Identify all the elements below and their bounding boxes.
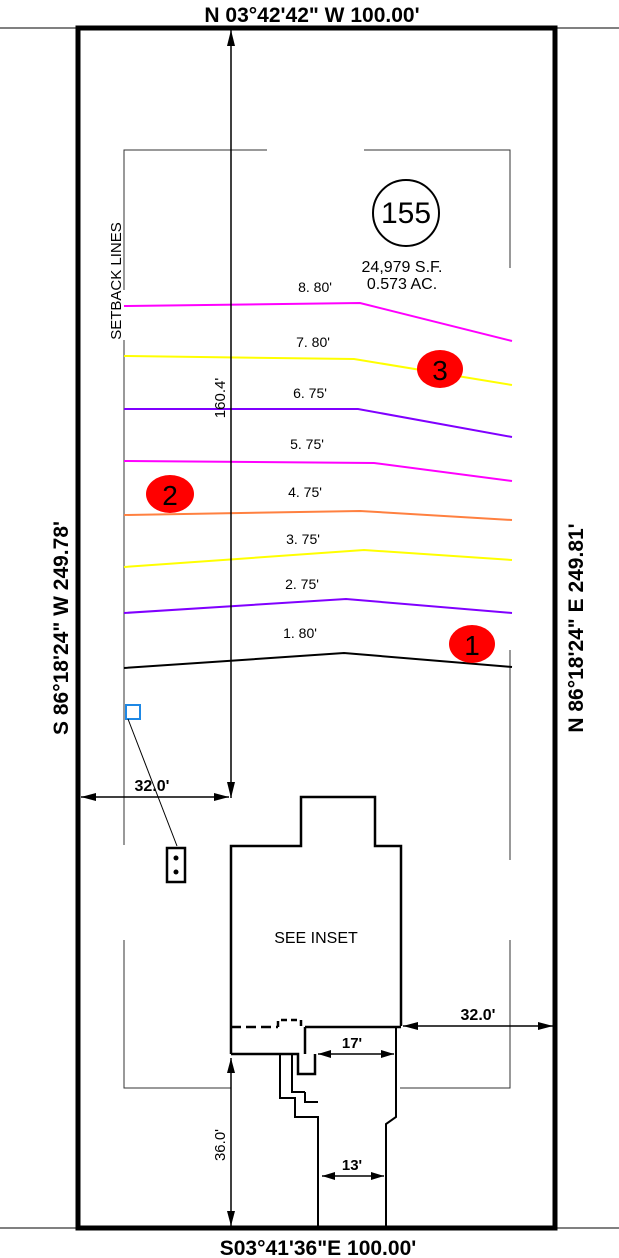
photo-marker-1: 1	[449, 625, 495, 663]
contour-label-2-75: 2. 75'	[285, 576, 319, 592]
setback-bottom-left	[123, 940, 231, 1089]
west-bearing: S 86°18'24" W 249.78'	[50, 521, 73, 735]
driveway	[279, 1026, 397, 1226]
width-13-label: 13'	[342, 1157, 362, 1174]
utility-box-outline	[165, 846, 187, 884]
depth-dimension-label: 160.4'	[212, 378, 229, 419]
marker-1-badge	[449, 625, 495, 663]
contour-line-1-80	[123, 651, 513, 669]
width-17-label: 17'	[342, 1035, 362, 1052]
depth-arrow-top	[227, 30, 235, 46]
rear-arrow-top	[227, 1058, 235, 1073]
setback-lines	[123, 149, 511, 1089]
right-setback-dimension	[403, 1022, 553, 1030]
contour-line-8-80	[123, 301, 513, 342]
utility-lead-line	[127, 718, 178, 847]
right-setback-label: 32.0'	[461, 1007, 496, 1024]
contour-label-6-75: 6. 75'	[293, 385, 327, 401]
width-13-arrow-left	[322, 1172, 335, 1180]
contour-lines	[123, 301, 513, 669]
left-setback-label: 32.0'	[135, 778, 170, 795]
photo-marker-2: 2	[146, 475, 194, 513]
contour-line-3-75	[123, 548, 513, 568]
contour-label-1-80: 1. 80'	[283, 625, 317, 641]
right-setback-arrow-right	[538, 1022, 553, 1030]
lot-area-ac: 0.573 AC.	[367, 276, 437, 293]
contour-label-8-80: 8. 80'	[298, 279, 332, 295]
lot-area-sf: 24,979 S.F.	[362, 259, 443, 276]
depth-arrow-bottom	[227, 782, 235, 798]
marker-2-label: 2	[162, 480, 178, 511]
porch-outline	[231, 1052, 317, 1076]
contour-label-4-75: 4. 75'	[288, 484, 322, 500]
photo-marker-3: 3	[417, 350, 463, 388]
house-outline	[229, 795, 403, 1054]
left-setback-arrow-left	[81, 793, 96, 801]
contour-labels: 8. 80' 7. 80' 6. 75' 5. 75' 4. 75' 3. 75…	[283, 279, 332, 641]
porch-dashed-step	[276, 1018, 303, 1027]
marker-1-label: 1	[464, 630, 480, 661]
south-bearing: S03°41'36"E 100.00'	[220, 1237, 417, 1258]
width-17-arrow-left	[318, 1050, 331, 1058]
contour-label-5-75: 5. 75'	[290, 436, 324, 452]
setback-top-right	[364, 149, 511, 268]
contour-line-4-75	[123, 509, 513, 521]
marker-3-badge	[417, 350, 463, 388]
width-13-dimension	[322, 1172, 384, 1180]
rear-arrow-bottom	[227, 1211, 235, 1226]
marker-3-label: 3	[432, 355, 448, 386]
east-bearing: N 86°18'24" E 249.81'	[565, 523, 588, 732]
setback-bottom-right	[400, 940, 511, 1089]
utility-box-dot-bottom	[173, 869, 179, 875]
lot-number: 155	[381, 197, 431, 230]
walkway-inner	[291, 1054, 305, 1093]
house-label: SEE INSET	[274, 930, 358, 947]
setback-top-left	[123, 149, 267, 290]
width-17-arrow-right	[381, 1050, 394, 1058]
utility-box	[165, 846, 187, 884]
left-setback-dimension	[81, 793, 229, 801]
contour-label-3-75: 3. 75'	[286, 531, 320, 547]
marker-2-badge	[146, 475, 194, 513]
property-boundary	[75, 25, 558, 1231]
lot-number-circle	[372, 179, 440, 247]
contour-line-5-75	[123, 460, 513, 482]
contour-line-2-75	[123, 597, 513, 614]
left-setback-arrow-right	[214, 793, 229, 801]
right-setback-arrow-left	[403, 1022, 418, 1030]
north-bearing: N 03°42'42" W 100.00'	[204, 4, 419, 27]
depth-dimension	[227, 30, 235, 798]
contour-label-7-80: 7. 80'	[296, 334, 330, 350]
rear-dimension	[227, 1058, 235, 1226]
walkway-step	[304, 1092, 318, 1103]
width-13-arrow-right	[371, 1172, 384, 1180]
utility-box-dot-top	[173, 855, 179, 861]
setback-label: SETBACK LINES	[108, 222, 125, 340]
porch-detail	[231, 1018, 401, 1076]
rear-dimension-label: 36.0'	[212, 1129, 229, 1161]
driveway-right-edge	[385, 1026, 397, 1226]
walkway-left-edge	[279, 1054, 319, 1226]
contour-line-6-75	[124, 408, 513, 438]
utility-marker	[125, 704, 141, 720]
width-17-dimension	[318, 1050, 394, 1058]
